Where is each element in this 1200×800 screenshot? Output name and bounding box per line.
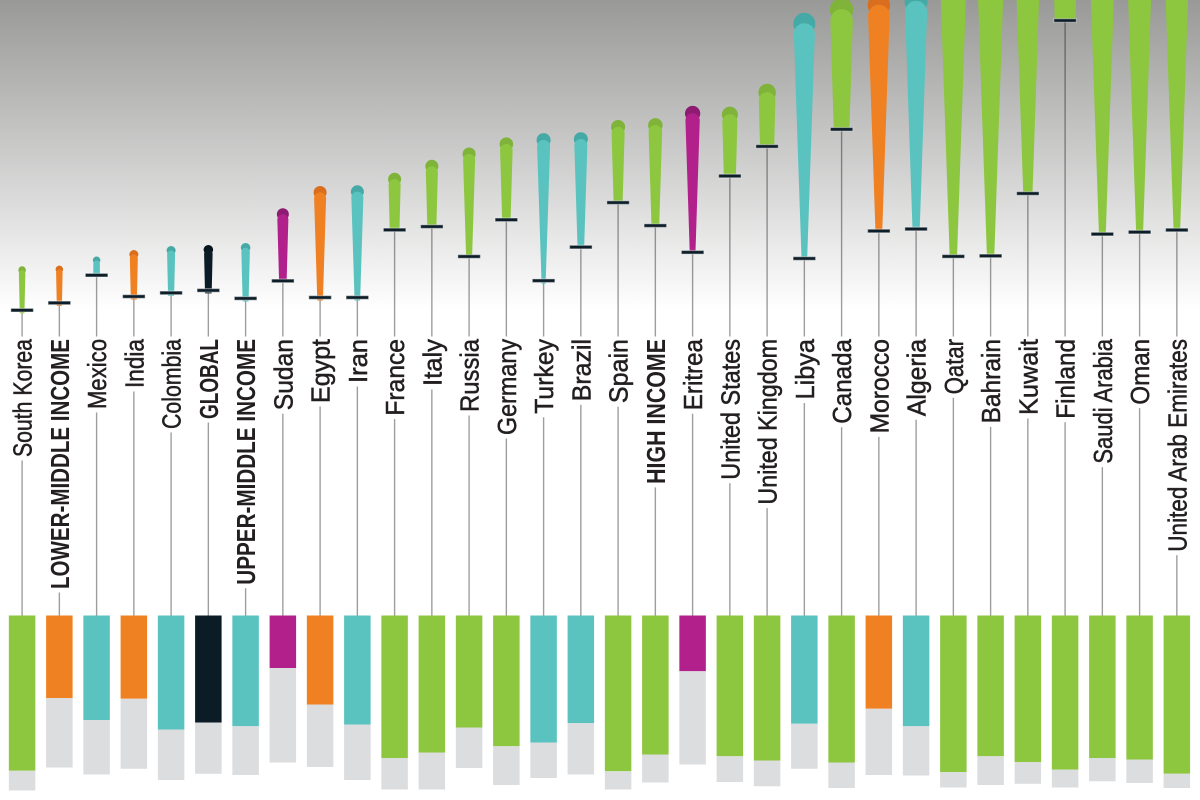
svg-text:GLOBAL: GLOBAL <box>194 339 224 419</box>
svg-text:Germany: Germany <box>492 339 522 435</box>
svg-text:Turkey: Turkey <box>529 339 559 414</box>
svg-text:Bahrain: Bahrain <box>976 339 1006 423</box>
svg-text:Egypt: Egypt <box>306 338 336 403</box>
svg-text:Sudan: Sudan <box>268 339 298 410</box>
svg-text:Spain: Spain <box>604 339 634 403</box>
svg-text:Finland: Finland <box>1051 339 1081 419</box>
svg-text:Mexico: Mexico <box>82 339 112 409</box>
svg-text:Morocco: Morocco <box>864 339 894 433</box>
svg-text:India: India <box>119 339 149 388</box>
svg-text:Algeria: Algeria <box>902 338 932 416</box>
svg-text:United Kingdom: United Kingdom <box>753 339 783 505</box>
svg-text:HIGH INCOME: HIGH INCOME <box>641 339 671 484</box>
svg-text:United Arab Emirates: United Arab Emirates <box>1162 339 1192 552</box>
svg-text:Libya: Libya <box>790 338 820 399</box>
svg-text:Kuwait: Kuwait <box>1013 338 1043 415</box>
svg-text:Eritrea: Eritrea <box>678 338 708 410</box>
svg-text:UPPER-MIDDLE INCOME: UPPER-MIDDLE INCOME <box>231 339 261 585</box>
svg-text:Qatar: Qatar <box>939 339 969 395</box>
svg-text:Russia: Russia <box>455 339 485 412</box>
svg-text:United States: United States <box>715 339 745 480</box>
svg-text:Saudi Arabia: Saudi Arabia <box>1088 339 1118 464</box>
svg-text:Brazil: Brazil <box>566 339 596 401</box>
svg-text:Canada: Canada <box>827 338 857 423</box>
svg-text:France: France <box>380 339 410 416</box>
svg-text:Colombia: Colombia <box>157 339 187 429</box>
svg-text:Iran: Iran <box>343 339 373 383</box>
svg-text:Oman: Oman <box>1125 339 1155 405</box>
svg-text:Italy: Italy <box>417 339 447 386</box>
svg-text:South Korea: South Korea <box>8 339 38 457</box>
svg-text:LOWER-MIDDLE INCOME: LOWER-MIDDLE INCOME <box>45 339 75 589</box>
